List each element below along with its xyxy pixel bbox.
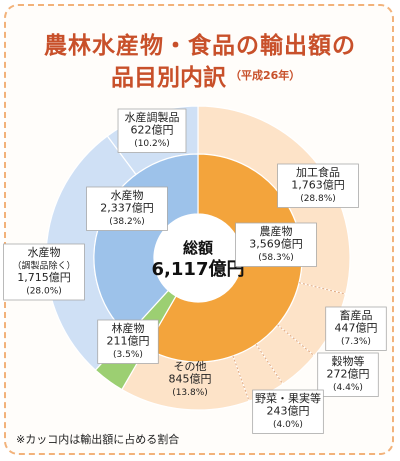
inner-label-1-line-2: (3.5%): [113, 350, 143, 360]
outer-label-2-line-1: 272億円: [327, 368, 370, 381]
outer-label-6-line-2: 1,715億円: [17, 271, 71, 284]
outer-label-2-line-0: 穀物等: [332, 354, 365, 368]
chart-title-line2: 品目別内訳: [111, 65, 226, 91]
outer-label-7-line-0: 水産調製品: [125, 110, 180, 124]
inner-label-1-box: [97, 319, 159, 364]
outer-label-0-box: [277, 163, 359, 208]
outer-divider-2: [255, 343, 284, 385]
inner-label-2-line-1: 2,337億円: [100, 202, 154, 215]
outer-label-0-line-1: 1,763億円: [291, 179, 345, 192]
inner-label-0-line-1: 3,569億円: [249, 238, 303, 251]
outer-label-1-line-1: 447億円: [335, 322, 378, 335]
inner-label-2-line-0: 水産物: [111, 188, 144, 202]
outer-label-6-line-0: 水産物: [28, 245, 61, 259]
chart-subtitle: （平成26年）: [230, 69, 301, 82]
outer-label-1-box: [325, 306, 387, 351]
footnote: ※カッコ内は輸出額に占める割合: [16, 433, 180, 446]
inner-label-1-line-0: 林産物: [112, 321, 145, 335]
outer-label-2-line-2: (4.4%): [333, 383, 363, 393]
inner-label-2-line-2: (38.2%): [109, 217, 145, 227]
inner-label-0-box: [235, 222, 317, 267]
total-value: 6,117億円: [152, 258, 245, 280]
inner-label-1-line-1: 211億円: [107, 335, 150, 348]
outer-label-7-box: [117, 108, 187, 153]
inner-label-0-line-0: 農産物: [260, 224, 293, 238]
chart-title: 農林水産物・食品の輸出額の: [44, 33, 356, 59]
outer-label-0-line-2: (28.8%): [300, 194, 336, 204]
outer-label-3-line-0: 野菜・果実等: [255, 391, 321, 405]
dividers: [232, 282, 346, 402]
outer-label-3-line-1: 243億円: [267, 405, 310, 418]
outer-divider-1: [277, 324, 315, 357]
outer-label-3-line-2: (4.0%): [273, 420, 303, 430]
outer-label-4-line-2: (13.8%): [172, 388, 208, 398]
inner-label-2-box: [86, 186, 168, 231]
outer-label-6-box: [3, 243, 85, 301]
outer-label-1-line-0: 畜産品: [340, 308, 373, 322]
outer-label-4-line-1: 845億円: [169, 373, 212, 386]
outer-label-7-line-2: (10.2%): [134, 139, 170, 149]
outer-label-3-box: [252, 389, 324, 434]
outer-label-7-line-1: 622億円: [131, 124, 174, 137]
outer-divider-3: [232, 355, 250, 402]
outer-label-6-line-3: (28.0%): [26, 287, 62, 297]
inner-label-0-line-2: (58.3%): [258, 253, 294, 263]
outer-label-2-box: [317, 352, 379, 397]
total-label: 総額: [183, 239, 213, 257]
center-hole: [154, 214, 242, 302]
outer-label-6-line-1: （調製品除く）: [12, 260, 75, 272]
outer-label-4-line-0: その他: [174, 360, 207, 373]
outer-label-0-line-0: 加工食品: [296, 165, 340, 179]
outer-label-1-line-2: (7.3%): [341, 337, 371, 347]
